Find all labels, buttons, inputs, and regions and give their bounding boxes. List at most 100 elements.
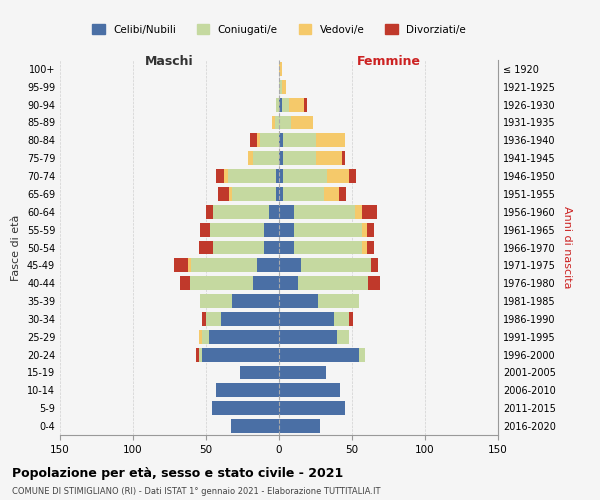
Bar xyxy=(362,222,367,236)
Bar xyxy=(200,222,211,236)
Bar xyxy=(337,330,349,344)
Bar xyxy=(279,169,283,183)
Bar xyxy=(279,80,282,94)
Bar xyxy=(316,134,344,147)
Bar xyxy=(293,205,355,219)
Bar xyxy=(229,187,232,201)
Bar xyxy=(212,401,279,415)
Bar xyxy=(213,240,265,254)
Y-axis label: Anni di nascita: Anni di nascita xyxy=(562,206,572,289)
Bar xyxy=(298,276,368,290)
Bar xyxy=(355,205,362,219)
Bar xyxy=(275,116,279,130)
Bar xyxy=(191,258,257,272)
Bar xyxy=(206,205,214,219)
Bar xyxy=(265,240,279,254)
Bar xyxy=(279,187,283,201)
Bar xyxy=(279,348,359,362)
Bar xyxy=(213,205,269,219)
Bar xyxy=(279,330,337,344)
Bar xyxy=(260,134,279,147)
Bar xyxy=(253,276,279,290)
Bar xyxy=(228,169,276,183)
Legend: Celibi/Nubili, Coniugati/e, Vedovi/e, Divorziati/e: Celibi/Nubili, Coniugati/e, Vedovi/e, Di… xyxy=(88,20,470,39)
Bar xyxy=(202,348,279,362)
Bar xyxy=(279,151,283,165)
Bar xyxy=(279,98,282,112)
Bar xyxy=(279,258,301,272)
Bar xyxy=(211,222,265,236)
Bar xyxy=(196,348,199,362)
Bar xyxy=(216,384,279,398)
Bar xyxy=(371,258,378,272)
Text: Maschi: Maschi xyxy=(145,54,194,68)
Bar xyxy=(339,187,346,201)
Bar xyxy=(290,116,313,130)
Bar xyxy=(206,312,221,326)
Bar xyxy=(190,276,253,290)
Bar xyxy=(301,258,371,272)
Bar xyxy=(349,169,356,183)
Bar xyxy=(283,151,316,165)
Bar xyxy=(279,401,344,415)
Bar xyxy=(276,98,279,112)
Bar xyxy=(174,258,188,272)
Bar xyxy=(367,222,374,236)
Bar xyxy=(283,134,316,147)
Bar xyxy=(239,366,279,380)
Bar xyxy=(289,98,304,112)
Bar xyxy=(362,240,367,254)
Bar xyxy=(257,258,279,272)
Bar xyxy=(216,169,224,183)
Bar xyxy=(276,187,279,201)
Bar xyxy=(188,258,191,272)
Bar xyxy=(279,205,293,219)
Bar xyxy=(279,276,298,290)
Bar xyxy=(231,419,279,433)
Bar xyxy=(293,222,362,236)
Bar xyxy=(279,419,320,433)
Bar xyxy=(199,348,202,362)
Bar xyxy=(200,294,232,308)
Bar xyxy=(180,276,190,290)
Bar xyxy=(279,312,334,326)
Bar xyxy=(276,169,279,183)
Bar xyxy=(362,205,377,219)
Bar xyxy=(272,116,275,130)
Bar xyxy=(282,80,286,94)
Bar xyxy=(316,151,342,165)
Bar xyxy=(279,134,283,147)
Bar xyxy=(359,348,365,362)
Bar xyxy=(250,134,257,147)
Bar xyxy=(324,187,339,201)
Bar xyxy=(221,312,279,326)
Text: Femmine: Femmine xyxy=(356,54,421,68)
Bar xyxy=(232,187,276,201)
Bar xyxy=(368,276,380,290)
Text: COMUNE DI STIMIGLIANO (RI) - Dati ISTAT 1° gennaio 2021 - Elaborazione TUTTITALI: COMUNE DI STIMIGLIANO (RI) - Dati ISTAT … xyxy=(12,488,380,496)
Bar xyxy=(367,240,374,254)
Bar xyxy=(224,169,228,183)
Bar xyxy=(202,312,206,326)
Bar xyxy=(342,151,345,165)
Bar xyxy=(283,187,324,201)
Bar xyxy=(327,169,349,183)
Bar xyxy=(253,151,279,165)
Bar xyxy=(265,222,279,236)
Bar xyxy=(257,134,260,147)
Bar xyxy=(218,187,229,201)
Bar xyxy=(283,169,327,183)
Bar xyxy=(279,294,319,308)
Bar xyxy=(248,151,253,165)
Bar xyxy=(202,330,209,344)
Bar xyxy=(282,98,289,112)
Text: Popolazione per età, sesso e stato civile - 2021: Popolazione per età, sesso e stato civil… xyxy=(12,468,343,480)
Bar xyxy=(232,294,279,308)
Bar xyxy=(199,240,214,254)
Bar xyxy=(293,240,362,254)
Bar xyxy=(279,222,293,236)
Bar xyxy=(279,366,326,380)
Bar xyxy=(279,240,293,254)
Bar xyxy=(209,330,279,344)
Bar xyxy=(319,294,359,308)
